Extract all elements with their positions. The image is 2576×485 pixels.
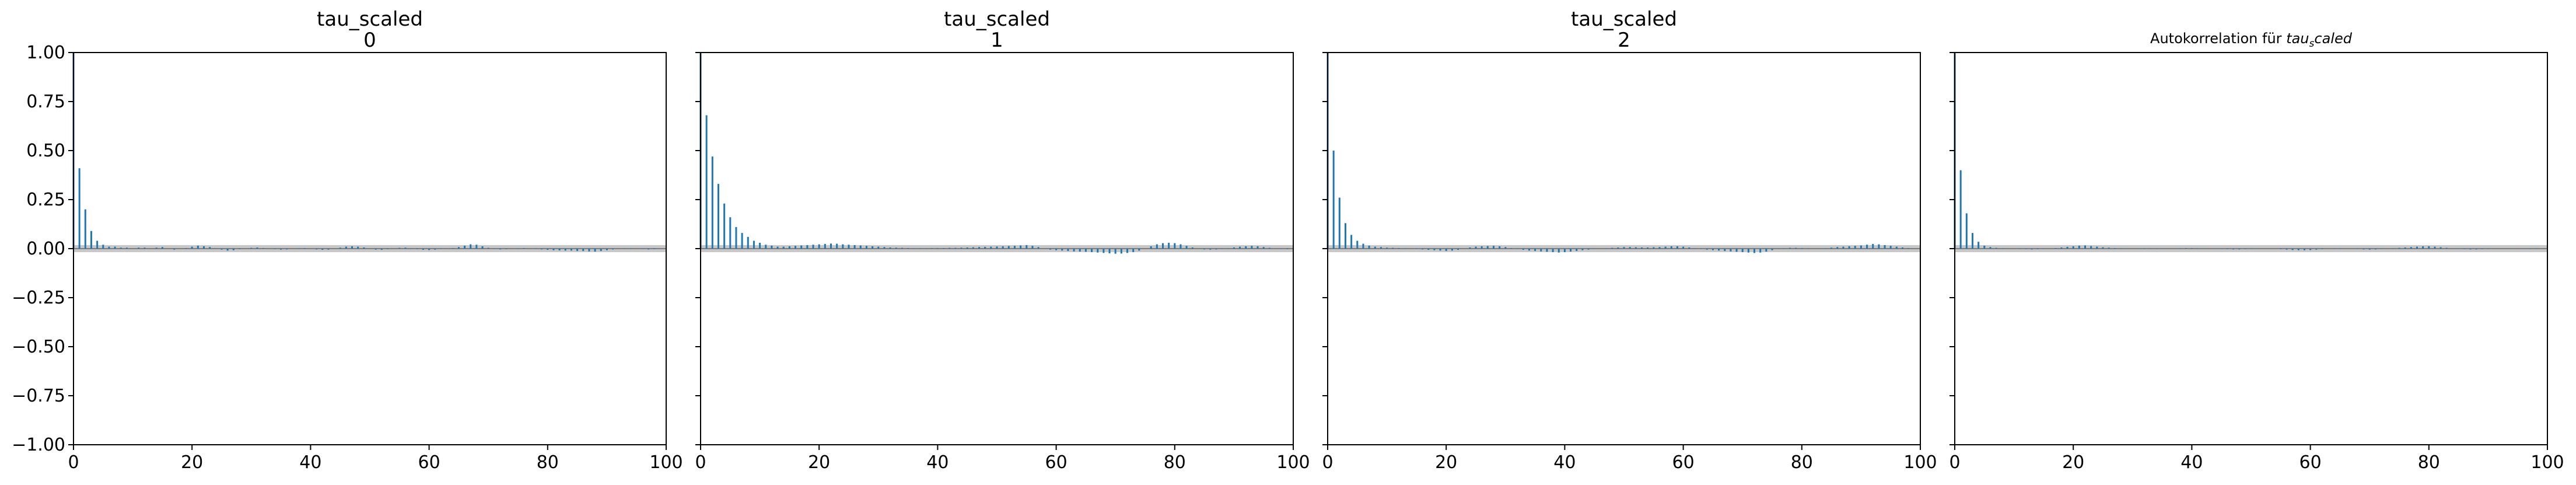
- x-tick-label: 80: [2418, 452, 2440, 473]
- y-tick-label: 0.50: [26, 141, 65, 161]
- panel-subtitle: 1: [991, 29, 1003, 52]
- x-tick-label: 0: [68, 452, 79, 473]
- x-tick-label: 80: [1791, 452, 1813, 473]
- x-tick-label: 0: [695, 452, 706, 473]
- y-tick-label: 1.00: [26, 43, 65, 63]
- acf-panel-0: 0 20 40 60 80 100 1.00 0.75 0.50 0.25 0.00 −0.25 −0.…: [12, 8, 683, 473]
- x-tick-label: 20: [1435, 452, 1457, 473]
- x-tick-label: 100: [1903, 452, 1937, 473]
- y-tick-label: −0.75: [12, 386, 65, 406]
- x-tick-label: 20: [2062, 452, 2084, 473]
- x-tick-label: 60: [418, 452, 440, 473]
- x-tick-label: 40: [299, 452, 321, 473]
- y-tick-label: −0.50: [12, 337, 65, 357]
- y-tick-label: 0.75: [26, 92, 65, 112]
- x-tick-label: 60: [2300, 452, 2322, 473]
- x-tick-label: 40: [1553, 452, 1576, 473]
- x-tick-label: 20: [808, 452, 830, 473]
- y-tick-label: −0.25: [12, 288, 65, 308]
- x-tick-label: 100: [2530, 452, 2564, 473]
- panel-title: tau_scaled: [1571, 8, 1677, 31]
- panel-title: Autokorrelation für tauscaled: [2150, 30, 2353, 50]
- x-tick-label: 40: [2180, 452, 2203, 473]
- x-tick-label: 100: [1276, 452, 1310, 473]
- y-tick-label: 0.00: [26, 239, 65, 259]
- acf-panel-3: 0 20 40 60 80 100 Autokorrelation für tauscale…: [1949, 30, 2564, 473]
- panel-subtitle: 2: [1618, 29, 1630, 52]
- x-tick-label: 80: [1164, 452, 1186, 473]
- panel-title: tau_scaled: [944, 8, 1050, 31]
- x-tick-label: 40: [926, 452, 949, 473]
- y-tick-label: −1.00: [12, 435, 65, 455]
- x-tick-label: 0: [1949, 452, 1960, 473]
- x-tick-label: 100: [649, 452, 682, 473]
- y-tick-label: 0.25: [26, 190, 65, 210]
- x-tick-label: 0: [1322, 452, 1333, 473]
- x-tick-label: 60: [1672, 452, 1695, 473]
- x-tick-label: 80: [537, 452, 559, 473]
- x-tick-label: 60: [1045, 452, 1068, 473]
- panel-title: tau_scaled: [317, 8, 423, 31]
- panel-subtitle: 0: [363, 29, 376, 52]
- x-tick-label: 20: [181, 452, 203, 473]
